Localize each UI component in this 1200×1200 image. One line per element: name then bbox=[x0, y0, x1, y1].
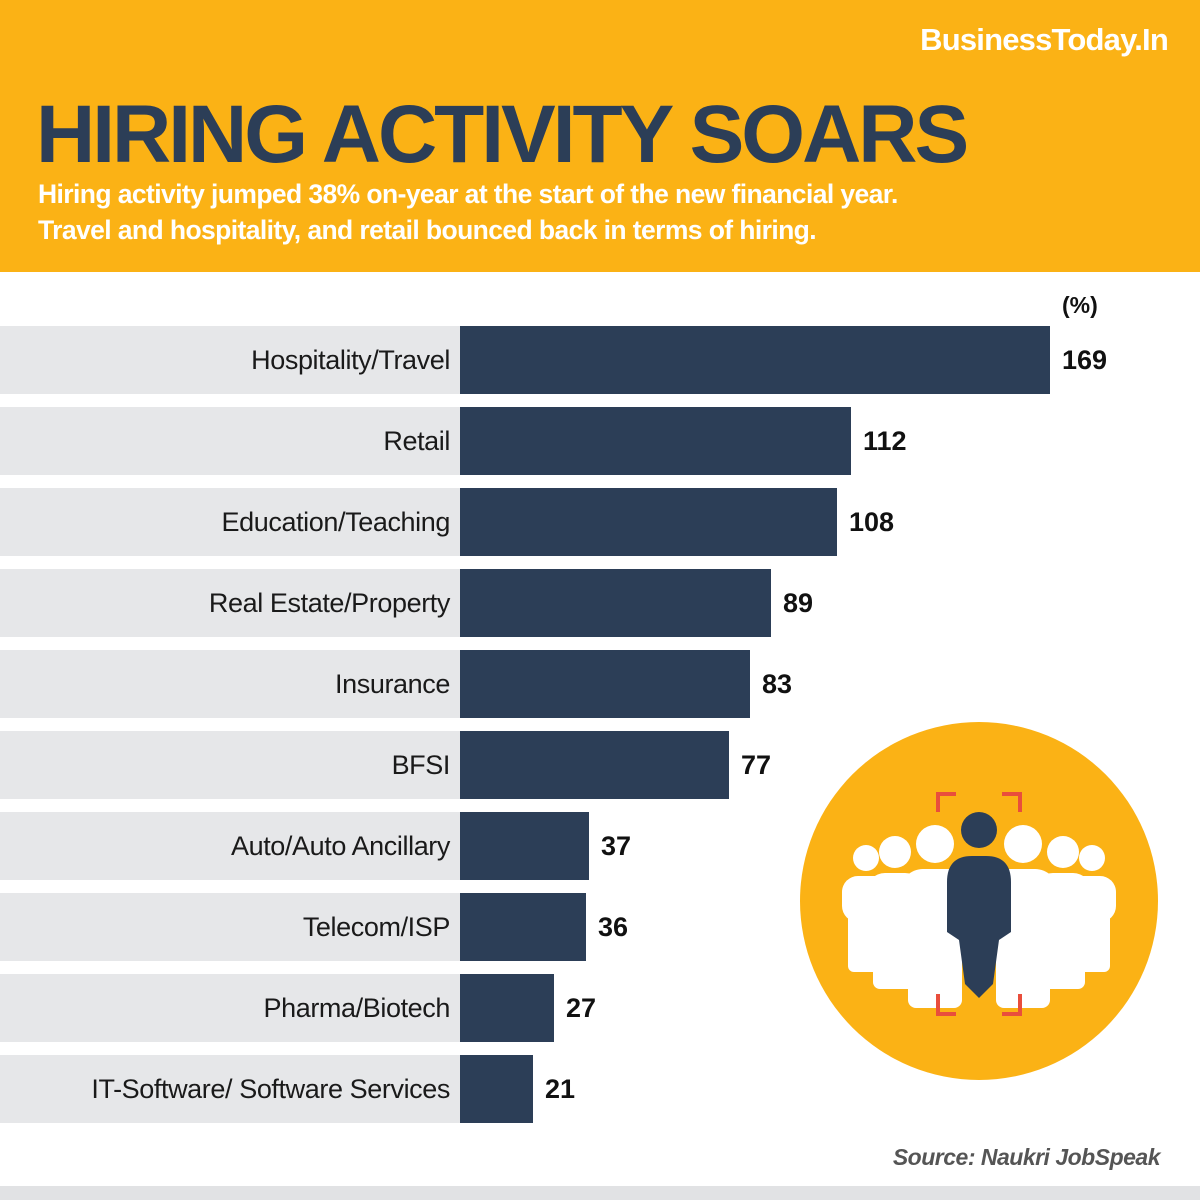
subtitle-line-2: Travel and hospitality, and retail bounc… bbox=[38, 215, 817, 245]
footer-strip bbox=[0, 1186, 1200, 1200]
category-label: Insurance bbox=[335, 669, 450, 699]
unit-label: (%) bbox=[1062, 292, 1098, 318]
category-label: Pharma/Biotech bbox=[263, 993, 451, 1023]
value-label: 108 bbox=[849, 507, 895, 537]
category-label: IT-Software/ Software Services bbox=[91, 1074, 450, 1104]
bar bbox=[460, 893, 586, 961]
source-note: Source: Naukri JobSpeak bbox=[892, 1144, 1161, 1170]
row-background bbox=[0, 326, 460, 394]
value-label: 27 bbox=[566, 993, 597, 1023]
bar bbox=[460, 974, 554, 1042]
value-label: 77 bbox=[741, 750, 772, 780]
bar bbox=[460, 650, 750, 718]
bar bbox=[460, 1055, 533, 1123]
focus-bracket-icon bbox=[936, 792, 1022, 1016]
bar bbox=[460, 407, 851, 475]
category-label: BFSI bbox=[391, 750, 451, 780]
category-label: Telecom/ISP bbox=[302, 912, 451, 942]
row-background bbox=[0, 893, 460, 961]
category-label: Hospitality/Travel bbox=[251, 345, 450, 375]
row-background bbox=[0, 974, 460, 1042]
highlighted-person-icon bbox=[947, 812, 1011, 998]
subtitle-line-1: Hiring activity jumped 38% on-year at th… bbox=[38, 179, 898, 209]
bar bbox=[460, 812, 589, 880]
value-label: 112 bbox=[863, 426, 907, 456]
bar bbox=[460, 488, 837, 556]
value-label: 89 bbox=[783, 588, 814, 618]
brand-logo-text: BusinessToday.In bbox=[920, 22, 1169, 57]
bar bbox=[460, 569, 771, 637]
row-background bbox=[0, 488, 460, 556]
bar bbox=[460, 326, 1050, 394]
value-label: 83 bbox=[762, 669, 793, 699]
value-label: 21 bbox=[545, 1074, 576, 1104]
page-title: HIRING ACTIVITY SOARS bbox=[36, 89, 969, 180]
value-label: 169 bbox=[1062, 345, 1108, 375]
row-background bbox=[0, 569, 460, 637]
value-label: 37 bbox=[601, 831, 632, 861]
category-label: Retail bbox=[383, 426, 450, 456]
category-label: Auto/Auto Ancillary bbox=[230, 831, 450, 861]
row-background bbox=[0, 812, 460, 880]
row-background bbox=[0, 1055, 460, 1123]
subtitle: Hiring activity jumped 38% on-year at th… bbox=[38, 176, 1178, 248]
people-crowd-focus-icon bbox=[800, 722, 1158, 1080]
category-label: Education/Teaching bbox=[221, 507, 451, 537]
row-background bbox=[0, 731, 460, 799]
category-label: Real Estate/Property bbox=[208, 588, 451, 618]
value-label: 36 bbox=[598, 912, 629, 942]
row-background bbox=[0, 650, 460, 718]
row-background bbox=[0, 407, 460, 475]
bar bbox=[460, 731, 729, 799]
header-banner: BusinessToday.In HIRING ACTIVITY SOARS H… bbox=[0, 0, 1200, 272]
